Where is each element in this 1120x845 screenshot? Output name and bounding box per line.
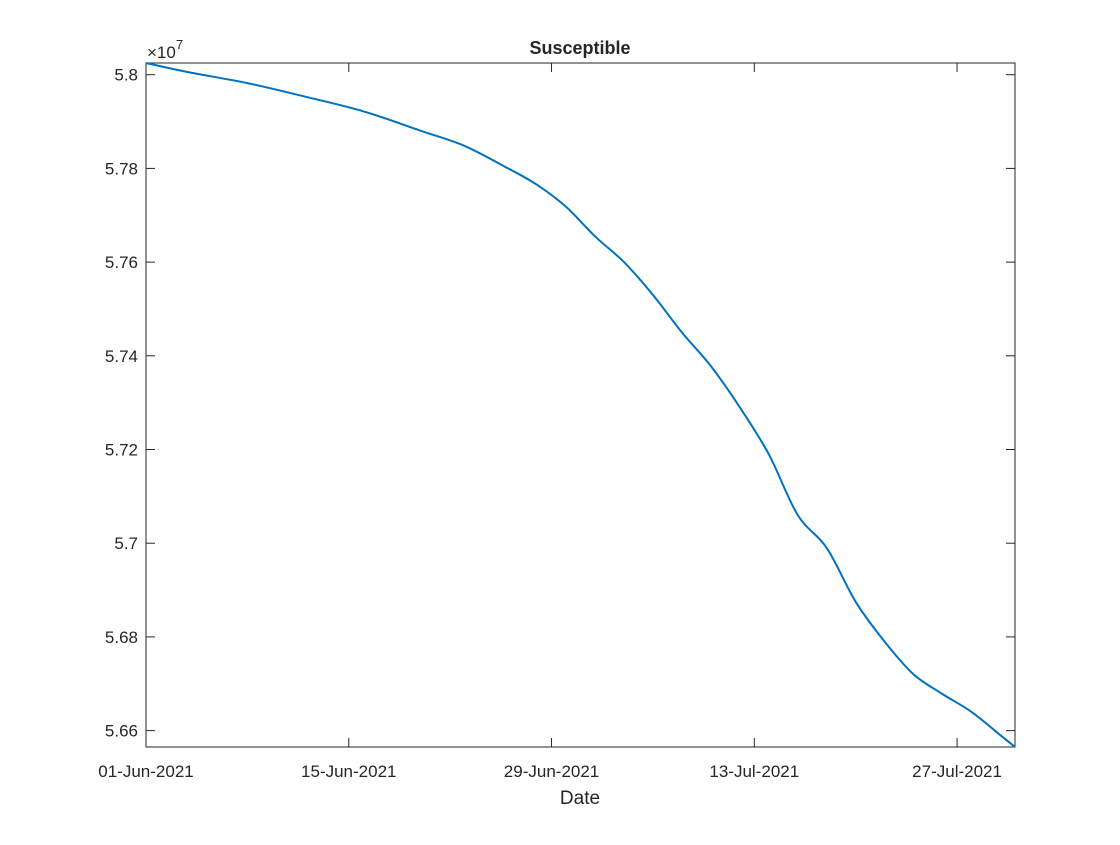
x-tick-label: 01-Jun-2021 bbox=[98, 762, 193, 781]
axis-ticks: 01-Jun-2021 15-Jun-2021 29-Jun-2021 13-Jul-… bbox=[98, 63, 1015, 781]
series-layer bbox=[145, 62, 1016, 748]
x-axis-label: Date bbox=[560, 788, 600, 809]
series-line bbox=[145, 62, 1016, 748]
y-exponent-label: ×107 bbox=[147, 37, 183, 62]
chart-title: Susceptible bbox=[529, 38, 630, 58]
y-exponent-base: ×10 bbox=[147, 43, 176, 62]
x-tick-label: 27-Jul-2021 bbox=[912, 762, 1002, 781]
y-tick-label: 5.76 bbox=[105, 253, 138, 272]
y-tick-label: 5.74 bbox=[105, 347, 138, 366]
x-tick-label: 13-Jul-2021 bbox=[709, 762, 799, 781]
y-tick-label: 5.7 bbox=[114, 534, 138, 553]
y-tick-label: 5.78 bbox=[105, 159, 138, 178]
y-exponent-power: 7 bbox=[176, 37, 183, 52]
x-tick-label: 15-Jun-2021 bbox=[301, 762, 396, 781]
y-tick-label: 5.72 bbox=[105, 441, 138, 460]
y-tick-label: 5.66 bbox=[105, 722, 138, 741]
x-tick-label: 29-Jun-2021 bbox=[504, 762, 599, 781]
plot-area bbox=[145, 62, 1016, 748]
y-tick-label: 5.68 bbox=[105, 628, 138, 647]
y-tick-label: 5.8 bbox=[114, 66, 138, 85]
